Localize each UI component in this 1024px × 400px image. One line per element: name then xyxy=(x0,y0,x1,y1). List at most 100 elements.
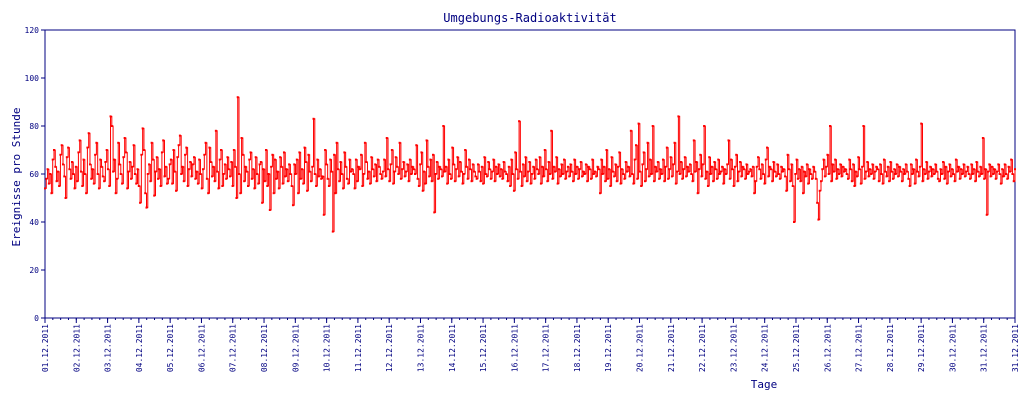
data-point xyxy=(969,177,972,180)
data-point xyxy=(54,165,57,168)
data-point xyxy=(370,156,373,159)
data-point xyxy=(920,122,923,125)
x-tick-label: 29.12.2011 xyxy=(917,324,926,372)
data-point xyxy=(159,185,162,187)
data-point xyxy=(705,170,708,173)
data-point xyxy=(354,158,357,161)
data-point xyxy=(933,173,936,175)
data-point xyxy=(817,218,820,221)
data-point xyxy=(406,163,409,166)
data-point xyxy=(74,165,77,168)
data-point xyxy=(451,146,454,149)
data-point xyxy=(312,117,315,120)
data-point xyxy=(714,168,717,171)
data-point xyxy=(980,173,983,175)
data-point xyxy=(661,158,664,161)
data-point xyxy=(602,165,605,168)
data-point xyxy=(708,156,711,159)
data-point xyxy=(748,170,751,173)
data-point xyxy=(678,173,681,175)
data-point xyxy=(235,197,238,199)
data-point xyxy=(70,161,73,163)
data-point xyxy=(46,168,49,171)
data-point xyxy=(994,177,997,180)
data-point xyxy=(204,141,207,144)
data-point xyxy=(802,192,805,195)
data-point xyxy=(69,177,72,180)
data-point xyxy=(280,165,283,168)
data-point xyxy=(850,180,853,183)
data-point xyxy=(114,192,117,195)
data-point xyxy=(989,175,992,178)
data-point xyxy=(550,129,553,132)
data-point xyxy=(440,175,443,178)
data-point xyxy=(407,180,410,183)
data-point xyxy=(417,185,420,187)
data-point xyxy=(768,165,771,168)
data-point xyxy=(634,144,637,147)
data-point xyxy=(97,187,100,190)
data-point xyxy=(649,158,652,161)
data-point xyxy=(745,163,748,166)
data-point xyxy=(665,146,668,149)
data-point xyxy=(119,173,122,175)
data-point xyxy=(740,175,743,178)
data-point xyxy=(356,180,359,183)
data-point xyxy=(52,149,55,151)
data-point xyxy=(262,168,265,171)
data-point xyxy=(926,177,929,180)
data-point xyxy=(239,192,242,195)
data-point xyxy=(755,165,758,168)
data-point xyxy=(746,173,749,175)
data-point xyxy=(688,163,691,166)
data-point xyxy=(816,201,819,204)
data-point xyxy=(984,168,987,171)
data-point xyxy=(220,149,223,151)
data-point xyxy=(728,177,731,180)
data-point xyxy=(442,125,445,127)
data-point xyxy=(775,175,778,178)
data-point xyxy=(906,170,909,173)
data-point xyxy=(692,139,695,142)
data-point xyxy=(903,173,906,175)
data-point xyxy=(868,168,871,171)
data-point xyxy=(605,149,608,151)
data-point xyxy=(334,192,337,195)
data-point xyxy=(420,151,423,154)
data-point xyxy=(479,180,482,183)
data-point xyxy=(935,170,938,173)
data-point xyxy=(212,165,215,168)
data-point xyxy=(81,185,84,187)
data-point xyxy=(786,153,789,156)
data-point xyxy=(730,158,733,161)
data-point xyxy=(654,165,657,168)
data-point xyxy=(122,156,125,159)
data-point xyxy=(999,182,1002,185)
data-point xyxy=(948,163,951,166)
data-point xyxy=(530,173,533,175)
data-point xyxy=(230,161,233,163)
data-point xyxy=(45,177,48,180)
data-point xyxy=(769,168,772,171)
data-point xyxy=(176,156,179,159)
data-point xyxy=(221,185,224,187)
data-point xyxy=(706,185,709,187)
data-point xyxy=(115,177,118,180)
data-point xyxy=(590,177,593,180)
data-point xyxy=(438,165,441,168)
data-point xyxy=(281,182,284,185)
data-point xyxy=(254,156,257,159)
data-point xyxy=(207,192,210,195)
data-point xyxy=(253,187,256,190)
data-point xyxy=(652,180,655,183)
data-point xyxy=(187,168,190,171)
data-point xyxy=(543,149,546,151)
data-point xyxy=(872,177,875,180)
data-point xyxy=(617,165,620,168)
data-point xyxy=(864,170,867,173)
data-point xyxy=(673,141,676,144)
data-point xyxy=(50,192,53,195)
data-point xyxy=(898,165,901,168)
data-point xyxy=(101,175,104,178)
data-point xyxy=(848,158,851,161)
